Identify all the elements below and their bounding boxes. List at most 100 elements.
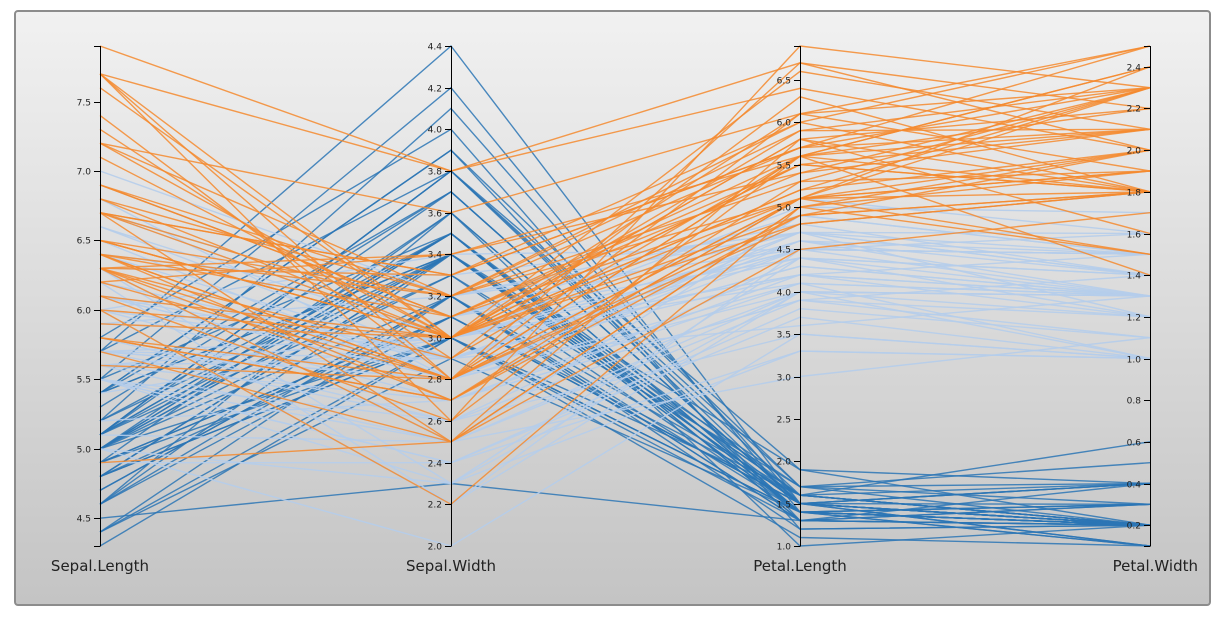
tick-6.0: 6.0 xyxy=(777,119,800,129)
tick-label: 5.5 xyxy=(77,376,91,386)
tick-label: 3.4 xyxy=(428,251,443,261)
tick-5.0: 5.0 xyxy=(777,204,800,214)
tick-6.5: 6.5 xyxy=(77,237,100,247)
polyline-setosa-46 xyxy=(99,170,1151,526)
axis-petal-length[interactable]: 1.0 1.5 2.0 2.5 3.0 3.5 4.0 4.5 5.0 5.5 6.0 6.5 Peta… xyxy=(753,46,847,575)
polylines-layer xyxy=(99,44,1151,547)
tick-4.5: 4.5 xyxy=(77,515,100,525)
tick-label: 4.0 xyxy=(428,126,443,136)
tick-label: 2.4 xyxy=(428,460,443,470)
tick-label: 1.2 xyxy=(1127,314,1141,324)
axis-petal-width[interactable]: 0.2 0.4 0.6 0.8 1.0 1.2 1.4 1.6 1.8 2.0 2.2 2.4 Peta… xyxy=(1113,46,1198,575)
tick-label: 3.5 xyxy=(777,331,791,341)
tick-label: 5.0 xyxy=(77,446,92,456)
axis-label: Petal.Width xyxy=(1113,557,1198,575)
polyline-versicolor-43 xyxy=(99,350,1151,485)
polyline-virginica-29 xyxy=(99,138,1151,339)
tick-2.8: 2.8 xyxy=(428,376,451,386)
polyline-virginica-17 xyxy=(99,62,1151,172)
tick-label: 3.0 xyxy=(428,335,443,345)
tick-0.6: 0.6 xyxy=(1127,439,1150,449)
polyline-virginica-44 xyxy=(99,45,1151,276)
tick-0.2: 0.2 xyxy=(1127,522,1150,532)
tick-3.4: 3.4 xyxy=(428,251,451,261)
axis-label: Sepal.Length xyxy=(51,557,149,575)
tick-4.0: 4.0 xyxy=(428,126,451,136)
polyline-virginica-19 xyxy=(99,206,1151,506)
tick-label: 3.8 xyxy=(428,168,443,178)
polyline-virginica-35 xyxy=(99,73,1151,339)
polyline-virginica-46 xyxy=(99,170,1151,443)
tick-3.6: 3.6 xyxy=(428,210,451,220)
tick-label: 5.0 xyxy=(777,204,792,214)
tick-label: 1.4 xyxy=(1127,272,1142,282)
polyline-versicolor-47 xyxy=(99,265,1151,360)
tick-6.5: 6.5 xyxy=(777,77,800,87)
tick-7.0: 7.0 xyxy=(77,168,100,178)
polyline-versicolor-48 xyxy=(99,337,1151,443)
polyline-virginica-21 xyxy=(99,149,1151,381)
tick-label: 2.8 xyxy=(428,376,443,386)
tick-label: 0.8 xyxy=(1127,397,1142,407)
tick-1.4: 1.4 xyxy=(1127,272,1150,282)
axis-sepal-length[interactable]: 4.5 5.0 5.5 6.0 6.5 7.0 7.5 Sepal.Length xyxy=(51,46,149,575)
polyline-versicolor-31 xyxy=(99,316,1151,464)
tick-3.5: 3.5 xyxy=(777,331,800,341)
polyline-virginica-48 xyxy=(99,87,1151,283)
polyline-setosa-42 xyxy=(99,295,1151,533)
polyline-setosa-41 xyxy=(99,482,1151,522)
tick-label: 2.5 xyxy=(777,416,791,426)
polyline-virginica-11 xyxy=(99,170,1151,401)
tick-0.8: 0.8 xyxy=(1127,397,1150,407)
tick-2.0: 2.0 xyxy=(428,543,451,553)
tick-label: 6.5 xyxy=(77,237,91,247)
tick-label: 1.5 xyxy=(777,501,791,511)
tick-label: 2.0 xyxy=(1127,147,1142,157)
tick-label: 0.2 xyxy=(1127,522,1141,532)
tick-3.8: 3.8 xyxy=(428,168,451,178)
tick-label: 2.4 xyxy=(1127,64,1142,74)
tick-4.4: 4.4 xyxy=(428,43,451,53)
tick-label: 3.2 xyxy=(428,293,442,303)
polyline-virginica-49 xyxy=(99,191,1151,339)
tick-1.5: 1.5 xyxy=(777,501,800,511)
tick-2.4: 2.4 xyxy=(428,460,451,470)
tick-4.0: 4.0 xyxy=(777,289,800,299)
axes-layer: 4.5 5.0 5.5 6.0 6.5 7.0 7.5 Sepal.Length 2.0 2.2 2… xyxy=(51,43,1198,576)
tick-5.5: 5.5 xyxy=(777,162,800,172)
polyline-setosa-43 xyxy=(99,232,1151,496)
tick-label: 4.5 xyxy=(777,246,791,256)
polyline-virginica-0 xyxy=(99,45,1151,276)
polyline-virginica-42 xyxy=(99,170,1151,401)
tick-2.0: 2.0 xyxy=(1127,147,1150,157)
tick-2.2: 2.2 xyxy=(428,501,451,511)
axis-label: Petal.Length xyxy=(753,557,847,575)
tick-label: 3.0 xyxy=(777,374,792,384)
polyline-versicolor-45 xyxy=(99,274,1151,353)
polyline-virginica-22 xyxy=(99,62,1151,381)
tick-label: 3.6 xyxy=(428,210,443,220)
tick-label: 6.0 xyxy=(77,307,92,317)
tick-label: 2.6 xyxy=(428,418,443,428)
tick-label: 2.2 xyxy=(428,501,442,511)
polyline-versicolor-39 xyxy=(99,291,1151,443)
tick-4.5: 4.5 xyxy=(777,246,800,256)
tick-2.5: 2.5 xyxy=(777,416,800,426)
polyline-virginica-31 xyxy=(99,45,1151,172)
tick-label: 2.2 xyxy=(1127,105,1141,115)
tick-7.5: 7.5 xyxy=(77,99,100,109)
tick-0.4: 0.4 xyxy=(1127,481,1150,491)
polyline-versicolor-37 xyxy=(99,257,1151,485)
polyline-virginica-25 xyxy=(99,121,1151,297)
tick-2.0: 2.0 xyxy=(777,458,800,468)
polyline-virginica-34 xyxy=(99,155,1151,422)
tick-label: 0.4 xyxy=(1127,481,1142,491)
tick-3.0: 3.0 xyxy=(428,335,451,345)
tick-1.6: 1.6 xyxy=(1127,231,1150,241)
tick-2.6: 2.6 xyxy=(428,418,451,428)
tick-4.2: 4.2 xyxy=(428,85,451,95)
axis-sepal-width[interactable]: 2.0 2.2 2.4 2.6 2.8 3.0 3.2 3.4 3.6 3.8 4.0 4.2 4.4 S… xyxy=(406,43,496,576)
polyline-setosa-48 xyxy=(99,190,1151,526)
tick-5.5: 5.5 xyxy=(77,376,100,386)
